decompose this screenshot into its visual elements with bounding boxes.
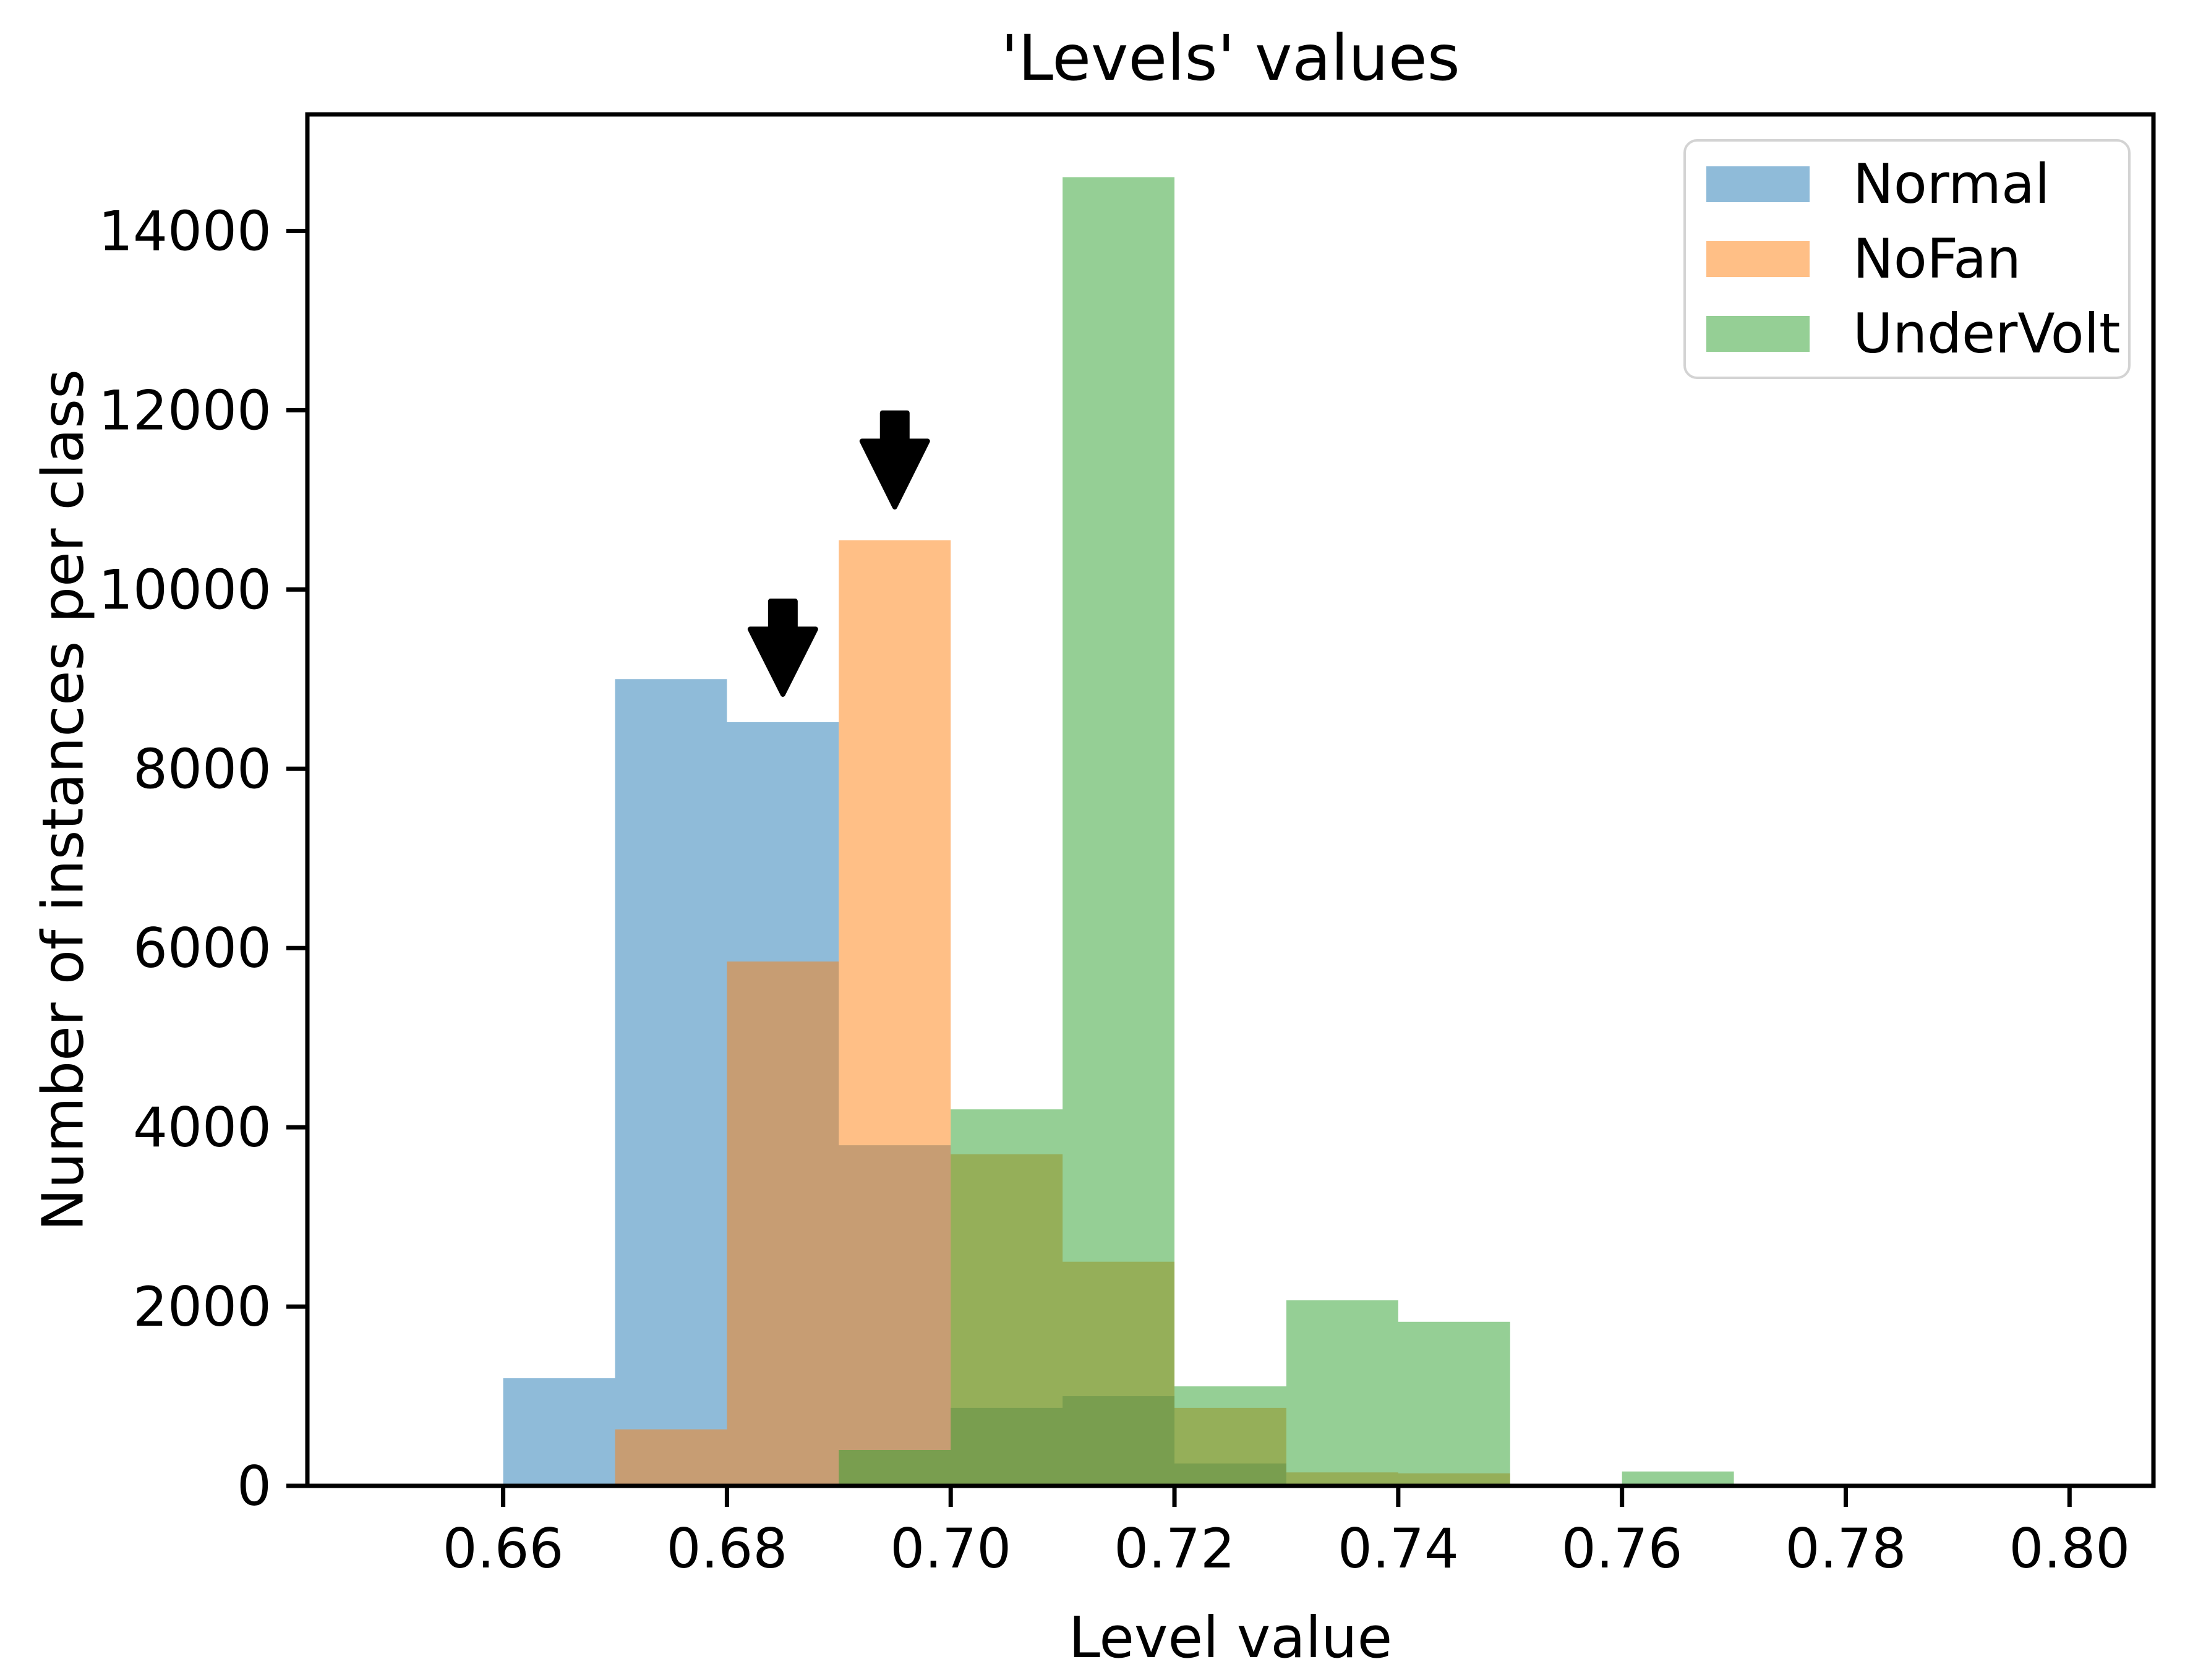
x-tick-label: 0.66 (443, 1517, 564, 1580)
y-tick-label: 4000 (133, 1096, 272, 1159)
legend-swatch-normal (1706, 166, 1810, 202)
legend-label-undervolt: UnderVolt (1853, 302, 2121, 365)
series-nofan (391, 540, 1734, 1486)
x-tick-label: 0.80 (2009, 1517, 2130, 1580)
legend-item-undervolt: UnderVolt (1706, 307, 2121, 361)
plot-border (305, 112, 2156, 1488)
legend-swatch-nofan (1706, 241, 1810, 277)
x-tick-label: 0.68 (666, 1517, 787, 1580)
y-tick-label: 0 (237, 1454, 272, 1518)
x-tick-label: 0.70 (890, 1517, 1011, 1580)
x-tick-label: 0.76 (1562, 1517, 1683, 1580)
y-tick-label: 12000 (98, 378, 272, 442)
y-tick-label: 6000 (133, 916, 272, 980)
legend: Normal NoFan UnderVolt (1683, 139, 2131, 379)
legend-label-nofan: NoFan (1853, 227, 2021, 291)
chart-title: 'Levels' values (1001, 22, 1460, 95)
x-tick-label: 0.72 (1114, 1517, 1235, 1580)
legend-swatch-undervolt (1706, 316, 1810, 352)
annotation-arrow-icon (747, 599, 818, 697)
y-tick-label: 8000 (133, 737, 272, 801)
legend-item-nofan: NoFan (1706, 232, 2116, 286)
x-tick-label: 0.74 (1338, 1517, 1459, 1580)
annotation-arrow-icon (859, 410, 930, 510)
y-tick-label: 14000 (98, 199, 272, 263)
legend-label-normal: Normal (1853, 152, 2050, 216)
y-tick-label: 10000 (98, 558, 272, 621)
y-tick-label: 2000 (133, 1275, 272, 1339)
y-axis-label: Number of instances per class (30, 369, 96, 1232)
x-axis-label: Level value (1068, 1605, 1393, 1671)
series-undervolt (391, 177, 1734, 1486)
legend-item-normal: Normal (1706, 157, 2116, 211)
x-tick-label: 0.78 (1785, 1517, 1907, 1580)
